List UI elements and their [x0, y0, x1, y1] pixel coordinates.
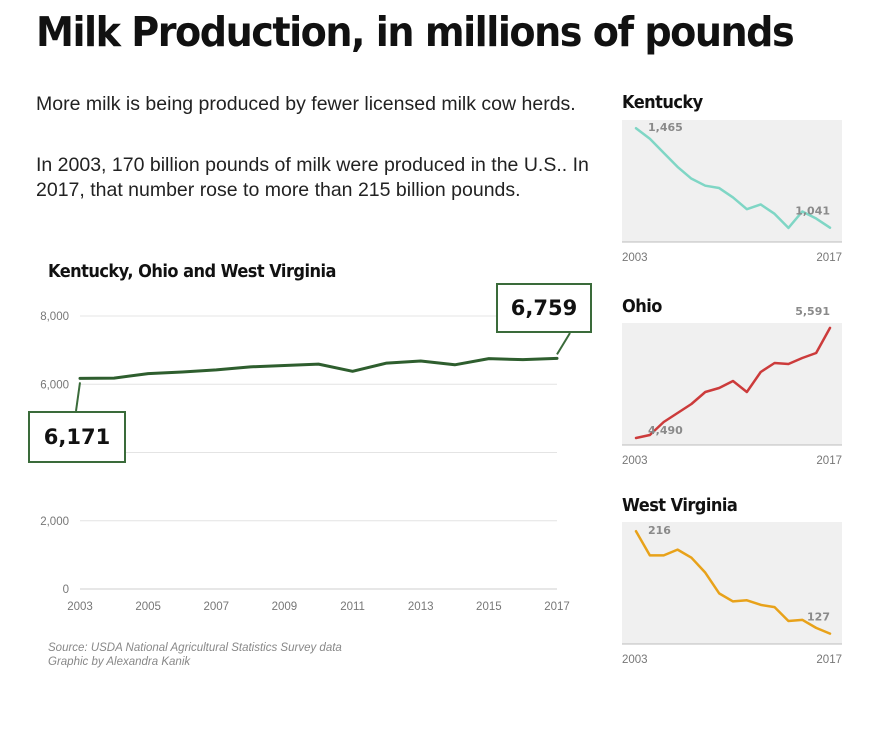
kentucky-x-tick-end: 2017 [816, 252, 842, 264]
ohio-panel-background [622, 323, 842, 445]
end-value-callout: 6,759 [496, 283, 592, 333]
x-tick-label: 2009 [272, 601, 298, 613]
intro-paragraph-1: More milk is being produced by fewer lic… [36, 93, 576, 115]
west-virginia-panel-background [622, 522, 842, 644]
kentucky-end-label: 1,041 [795, 205, 830, 218]
kentucky-series-line [634, 126, 832, 230]
west-virginia-x-tick-end: 2017 [816, 654, 842, 666]
start-value-callout: 6,171 [28, 411, 126, 463]
x-tick-label: 2011 [340, 601, 365, 613]
ohio-x-tick-start: 2003 [622, 455, 648, 467]
x-tick-label: 2013 [408, 601, 434, 613]
series-line [78, 356, 559, 380]
ohio-chart-title: Ohio [622, 296, 662, 317]
credit-line: Graphic by Alexandra Kanik [48, 656, 191, 668]
ohio-end-label: 5,591 [795, 305, 830, 318]
x-tick-label: 2007 [203, 601, 229, 613]
x-tick-label: 2005 [135, 601, 161, 613]
west-virginia-end-label: 127 [807, 611, 830, 624]
kentucky-x-tick-start: 2003 [622, 252, 648, 264]
kentucky-chart-title: Kentucky [622, 92, 703, 113]
y-tick-label: 2,000 [40, 516, 69, 528]
ohio-start-label: 4,490 [648, 424, 683, 437]
west-virginia-series-line [634, 529, 832, 635]
kentucky-start-label: 1,465 [648, 121, 683, 134]
source-line: Source: USDA National Agricultural Stati… [48, 642, 342, 654]
main-chart-title: Kentucky, Ohio and West Virginia [48, 261, 336, 282]
y-tick-label: 6,000 [40, 379, 69, 391]
end-callout-leader [556, 332, 571, 355]
y-tick-label: 0 [63, 584, 69, 596]
west-virginia-start-label: 216 [648, 524, 671, 537]
west-virginia-x-tick-start: 2003 [622, 654, 648, 666]
x-tick-label: 2015 [476, 601, 502, 613]
ohio-x-tick-end: 2017 [816, 455, 842, 467]
ohio-series-line [634, 326, 832, 440]
west-virginia-chart-title: West Virginia [622, 495, 738, 516]
start-callout-leader [75, 382, 81, 412]
page-title: Milk Production, in millions of pounds [36, 8, 795, 56]
source-note: Source: USDA National Agricultural Stati… [48, 641, 342, 669]
intro-paragraph-2: In 2003, 170 billion pounds of milk were… [36, 154, 589, 201]
kentucky-panel-background [622, 120, 842, 242]
x-tick-label: 2017 [544, 601, 570, 613]
x-tick-label: 2003 [67, 601, 93, 613]
y-tick-label: 8,000 [40, 311, 69, 323]
